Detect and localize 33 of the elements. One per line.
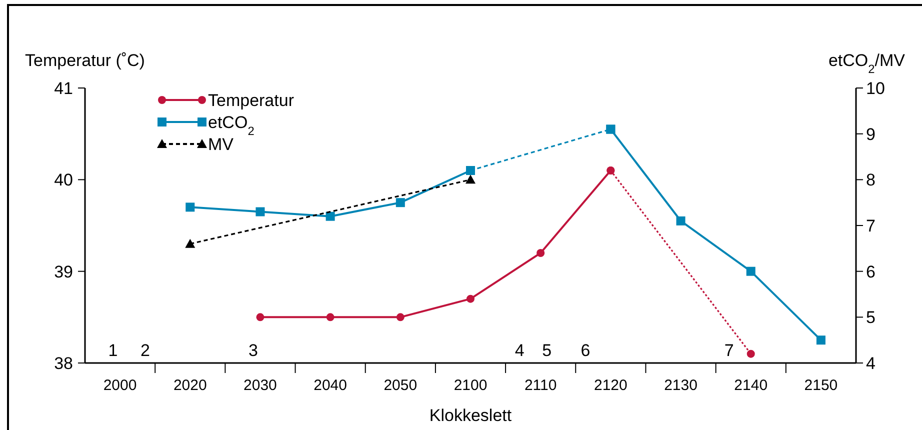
y2-tick-label: 9 (866, 124, 876, 144)
y2-tick-label: 6 (866, 262, 876, 282)
x-axis-title: Klokkeslett (429, 406, 512, 425)
annotation: 2 (140, 341, 150, 360)
x-tick-label: 2110 (524, 377, 557, 394)
x-tick-label: 2130 (664, 377, 698, 394)
x-tick-label: 2000 (103, 377, 137, 394)
y2-tick-label: 5 (866, 308, 876, 328)
x-tick-label: 2120 (594, 377, 628, 394)
y2-axis-title: etCO$_{2}$/MV (828, 51, 906, 76)
annotation: 1 (108, 341, 118, 360)
y2-tick-label: 4 (866, 354, 876, 373)
annotation: 6 (580, 341, 590, 360)
x-tick-label: 2050 (384, 377, 418, 394)
x-tick-label: 2040 (314, 377, 348, 394)
x-tick-label: 2100 (454, 377, 488, 394)
y-tick-label: 40 (54, 170, 73, 190)
annotation: 4 (514, 341, 524, 360)
x-tick-label: 2020 (173, 377, 207, 394)
y-tick-label: 41 (54, 78, 73, 98)
y-tick-label: 39 (54, 262, 73, 282)
annotation: 5 (542, 341, 552, 360)
y-tick-label: 38 (54, 354, 73, 373)
x-tick-label: 2140 (734, 377, 768, 394)
x-tick-label: 2030 (244, 377, 277, 394)
y2-tick-label: 8 (866, 170, 876, 190)
annotation: 7 (724, 341, 734, 360)
y2-tick-label: 7 (866, 216, 876, 236)
legend-label: Temperatur (208, 90, 294, 110)
annotation: 3 (248, 341, 258, 360)
x-tick-label: 2150 (804, 377, 838, 394)
y-axis-title: Temperatur (˚C) (25, 51, 145, 70)
y2-tick-label: 10 (866, 78, 885, 98)
